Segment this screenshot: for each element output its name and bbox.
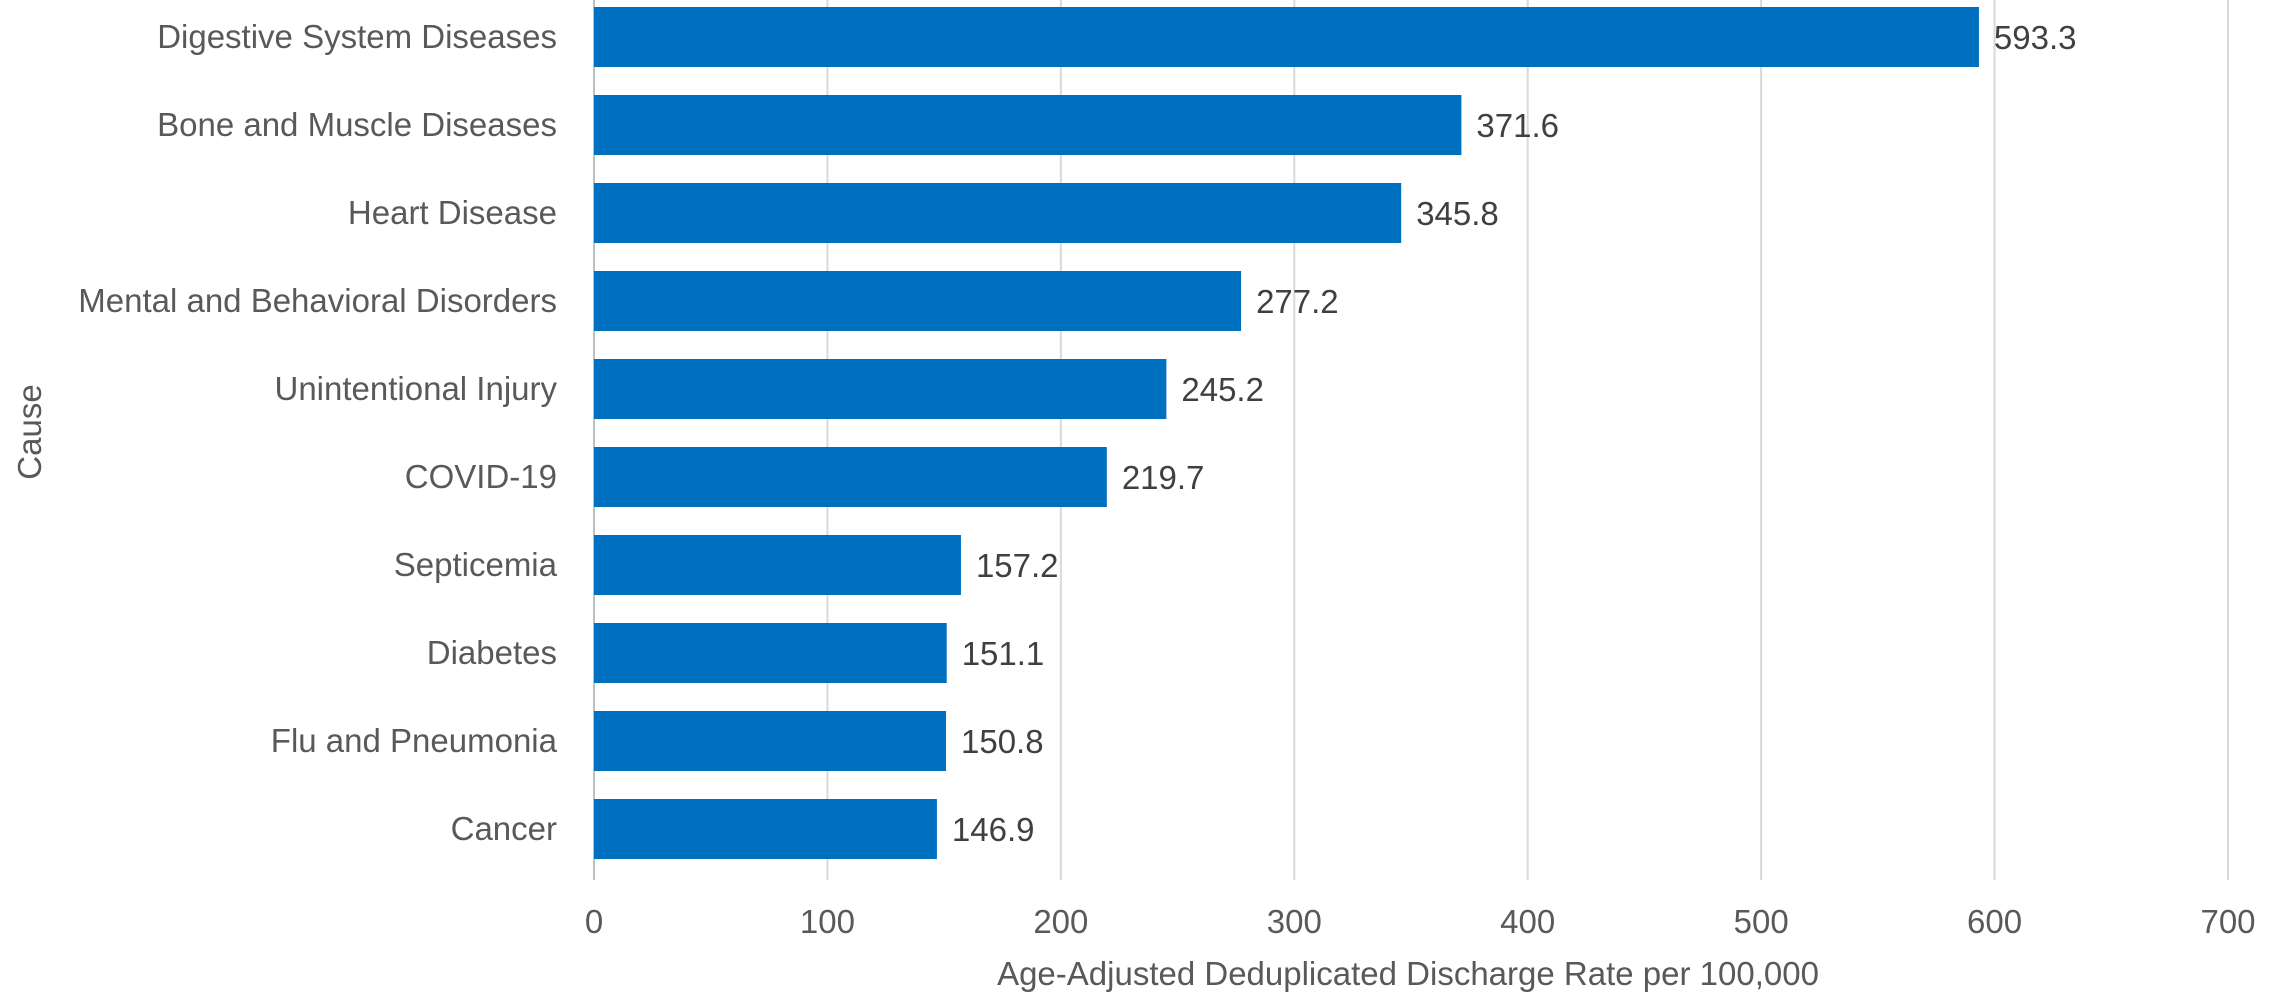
x-tick-labels: 0 100 200 300 400 500 600 700 bbox=[585, 903, 2256, 940]
data-label: 150.8 bbox=[961, 723, 1044, 760]
x-tick-label: 300 bbox=[1267, 903, 1322, 940]
x-tick-label: 700 bbox=[2200, 903, 2255, 940]
bar bbox=[594, 623, 947, 683]
data-label: 277.2 bbox=[1256, 283, 1339, 320]
data-label: 219.7 bbox=[1122, 459, 1205, 496]
x-axis-title: Age-Adjusted Deduplicated Discharge Rate… bbox=[997, 955, 1819, 992]
x-tick-label: 100 bbox=[800, 903, 855, 940]
category-label: Heart Disease bbox=[348, 194, 557, 231]
bar bbox=[594, 271, 1242, 331]
bar bbox=[594, 535, 961, 595]
category-label: Cancer bbox=[451, 810, 557, 847]
data-label: 345.8 bbox=[1416, 195, 1499, 232]
category-label: Septicemia bbox=[394, 546, 558, 583]
category-label: Flu and Pneumonia bbox=[271, 722, 558, 759]
data-label: 593.3 bbox=[1994, 19, 2077, 56]
bar bbox=[594, 95, 1462, 155]
data-label: 157.2 bbox=[976, 547, 1059, 584]
data-label: 151.1 bbox=[962, 635, 1045, 672]
data-labels: 593.3 371.6 345.8 277.2 245.2 219.7 157.2 151.1… bbox=[952, 19, 2077, 848]
bar bbox=[594, 711, 947, 771]
data-label: 146.9 bbox=[952, 811, 1035, 848]
category-label: Mental and Behavioral Disorders bbox=[78, 282, 557, 319]
bar bbox=[594, 799, 937, 859]
x-tick-label: 600 bbox=[1967, 903, 2022, 940]
bar bbox=[594, 183, 1402, 243]
x-tick-label: 500 bbox=[1734, 903, 1789, 940]
bar bbox=[594, 447, 1107, 507]
x-tick-label: 400 bbox=[1500, 903, 1555, 940]
x-tick-label: 200 bbox=[1033, 903, 1088, 940]
bar bbox=[594, 359, 1167, 419]
category-label: Digestive System Diseases bbox=[157, 18, 557, 55]
x-tick-label: 0 bbox=[585, 903, 603, 940]
category-label: Bone and Muscle Diseases bbox=[157, 106, 557, 143]
category-label: Unintentional Injury bbox=[275, 370, 558, 407]
category-label: Diabetes bbox=[427, 634, 557, 671]
bars bbox=[594, 7, 1979, 859]
category-labels: Digestive System Diseases Bone and Muscle… bbox=[78, 18, 557, 847]
bar bbox=[594, 7, 1979, 67]
category-label: COVID-19 bbox=[405, 458, 557, 495]
data-label: 371.6 bbox=[1476, 107, 1559, 144]
data-label: 245.2 bbox=[1181, 371, 1264, 408]
y-axis-title: Cause bbox=[11, 384, 48, 479]
